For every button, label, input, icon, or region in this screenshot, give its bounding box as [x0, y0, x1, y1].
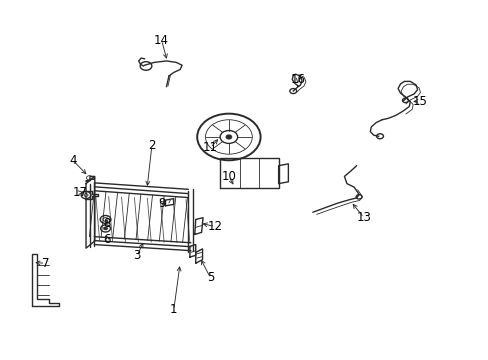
Text: 9: 9: [158, 197, 165, 210]
Text: 14: 14: [154, 33, 169, 47]
Text: 6: 6: [103, 233, 110, 246]
Text: 10: 10: [221, 170, 236, 183]
Text: 1: 1: [170, 303, 177, 316]
Text: 13: 13: [356, 211, 371, 224]
Text: 12: 12: [207, 220, 223, 233]
Text: 15: 15: [412, 95, 427, 108]
Text: 17: 17: [72, 186, 87, 199]
Text: 16: 16: [290, 73, 305, 86]
Circle shape: [402, 98, 407, 103]
Text: 3: 3: [133, 249, 141, 262]
Circle shape: [225, 135, 231, 139]
Text: 5: 5: [206, 271, 214, 284]
Text: 4: 4: [69, 154, 77, 167]
Text: 7: 7: [41, 257, 49, 270]
Text: 2: 2: [148, 139, 155, 152]
Circle shape: [103, 227, 107, 230]
Text: 11: 11: [203, 141, 218, 154]
Text: 8: 8: [103, 216, 110, 230]
